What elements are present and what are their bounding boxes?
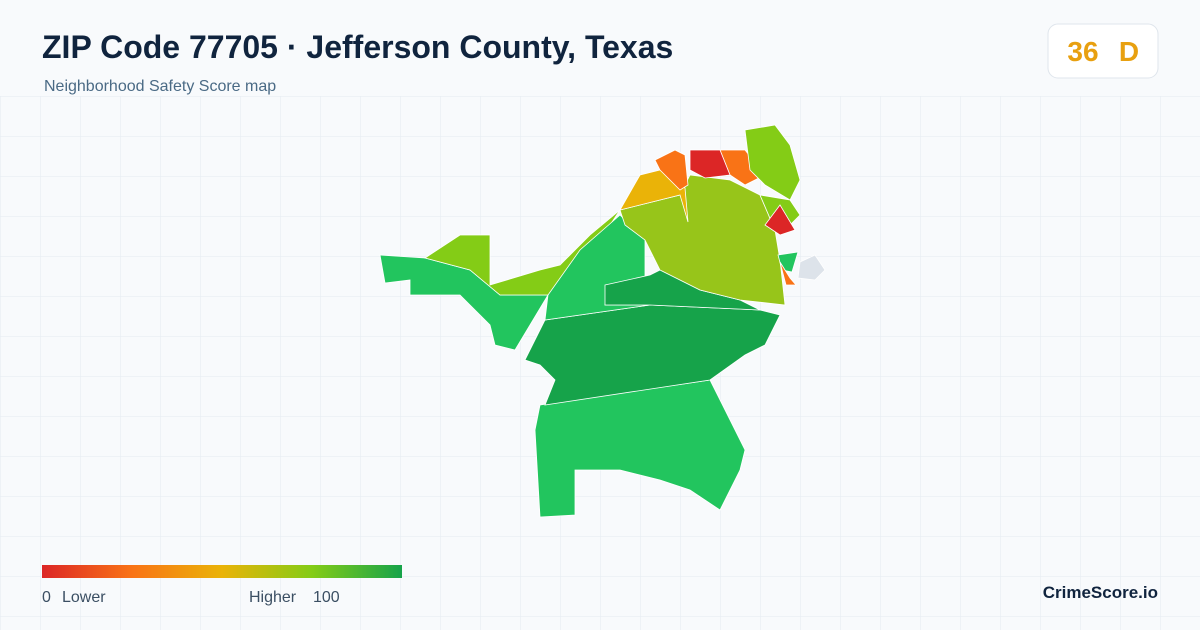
zone [619, 169, 689, 223]
zone [619, 174, 786, 306]
score-badge [1047, 23, 1159, 79]
subtitle: Neighborhood Safety Score map [44, 78, 276, 95]
zone [689, 149, 731, 179]
zone [744, 124, 801, 201]
zone [779, 261, 797, 286]
legend-min: 0 [42, 589, 51, 606]
brand: CrimeScore.io [1043, 583, 1158, 602]
grade: D [1119, 36, 1139, 67]
legend-max: 100 [313, 589, 340, 606]
score: 36 [1067, 36, 1098, 67]
zone [764, 204, 796, 236]
zone [797, 254, 826, 281]
legend-scale [42, 565, 402, 578]
zone [534, 379, 746, 518]
legend-min-label: Lower [62, 589, 106, 606]
title: ZIP Code 77705 · Jefferson County, Texas [42, 29, 673, 65]
legend-max-label: Higher [249, 589, 297, 606]
map [379, 124, 826, 518]
zone [654, 149, 689, 191]
